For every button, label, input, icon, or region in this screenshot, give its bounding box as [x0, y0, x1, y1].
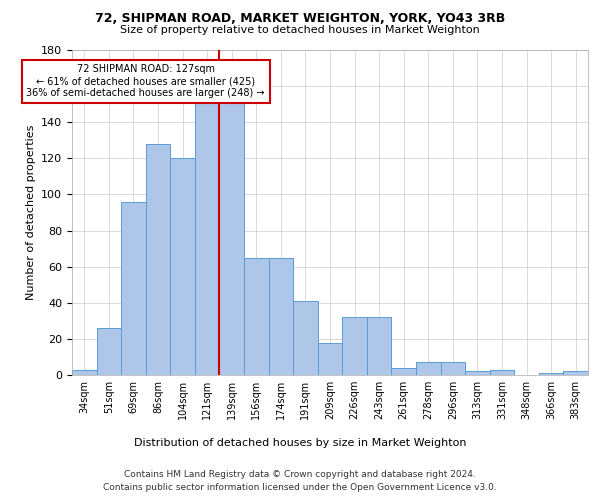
Text: Size of property relative to detached houses in Market Weighton: Size of property relative to detached ho…	[120, 25, 480, 35]
Bar	[490, 370, 514, 375]
Y-axis label: Number of detached properties: Number of detached properties	[26, 125, 35, 300]
Bar	[97, 328, 121, 375]
Bar	[72, 370, 97, 375]
Bar	[440, 362, 465, 375]
Bar	[146, 144, 170, 375]
Bar	[121, 202, 146, 375]
Bar	[539, 373, 563, 375]
Bar	[318, 342, 342, 375]
Bar	[244, 258, 269, 375]
Bar	[293, 301, 318, 375]
Bar	[367, 317, 391, 375]
Bar	[416, 362, 440, 375]
Text: Distribution of detached houses by size in Market Weighton: Distribution of detached houses by size …	[134, 438, 466, 448]
Bar	[269, 258, 293, 375]
Bar	[195, 100, 220, 375]
Bar	[563, 372, 588, 375]
Text: 72 SHIPMAN ROAD: 127sqm
← 61% of detached houses are smaller (425)
36% of semi-d: 72 SHIPMAN ROAD: 127sqm ← 61% of detache…	[26, 64, 265, 98]
Text: Contains HM Land Registry data © Crown copyright and database right 2024.: Contains HM Land Registry data © Crown c…	[124, 470, 476, 479]
Bar	[170, 158, 195, 375]
Bar	[391, 368, 416, 375]
Bar	[465, 372, 490, 375]
Text: Contains public sector information licensed under the Open Government Licence v3: Contains public sector information licen…	[103, 484, 497, 492]
Bar	[220, 100, 244, 375]
Bar	[342, 317, 367, 375]
Text: 72, SHIPMAN ROAD, MARKET WEIGHTON, YORK, YO43 3RB: 72, SHIPMAN ROAD, MARKET WEIGHTON, YORK,…	[95, 12, 505, 26]
